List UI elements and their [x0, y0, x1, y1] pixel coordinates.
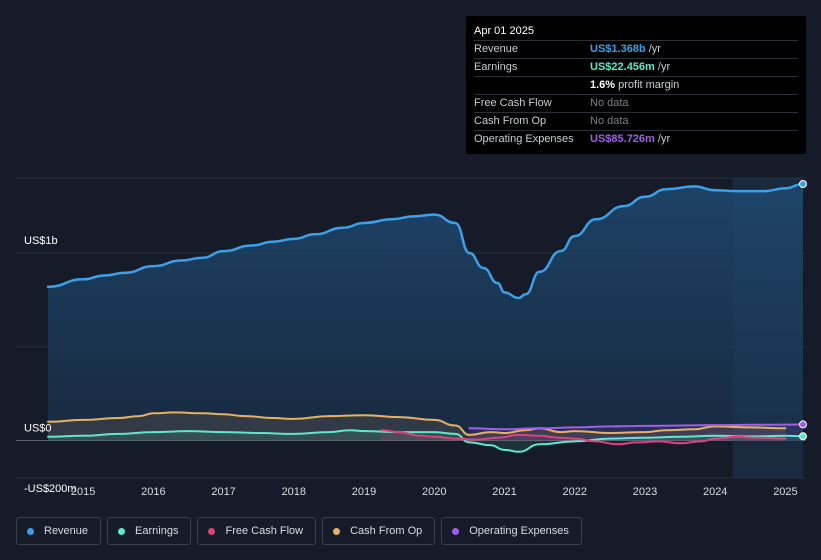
tooltip-row-value: No data [590, 97, 629, 109]
tooltip-row: 1.6% profit margin [474, 76, 798, 94]
legend-label: Revenue [44, 525, 89, 537]
tooltip-row-value: US$85.726m /yr [590, 133, 671, 145]
x-tick-label: 2023 [633, 486, 657, 498]
tooltip-row-value: US$22.456m /yr [590, 61, 671, 73]
y-tick-label: -US$200m [24, 483, 77, 495]
legend-item-cash-from-op[interactable]: Cash From Op [322, 517, 436, 545]
tooltip-row-label: Operating Expenses [474, 133, 574, 145]
x-tick-label: 2022 [563, 486, 587, 498]
x-tick-label: 2017 [211, 486, 235, 498]
legend-dot-icon [118, 527, 126, 535]
legend-item-free-cash-flow[interactable]: Free Cash Flow [197, 517, 317, 545]
x-tick-label: 2018 [282, 486, 306, 498]
legend-item-earnings[interactable]: Earnings [107, 517, 192, 545]
operating-expenses-endpoint[interactable] [799, 420, 807, 429]
data-tooltip: Apr 01 2025 Revenue US$1.368b /yr Earnings… [466, 16, 806, 154]
earnings-endpoint[interactable] [799, 432, 807, 441]
legend-label: Cash From Op [350, 525, 423, 537]
free-cash-flow-area [381, 430, 786, 445]
x-tick-label: 2021 [492, 486, 516, 498]
earnings-area [48, 430, 803, 452]
x-tick-label: 2019 [352, 486, 376, 498]
tooltip-date: Apr 01 2025 [474, 25, 534, 37]
tooltip-row: Revenue US$1.368b /yr [474, 40, 798, 58]
y-axis: US$1b US$0 -US$200m [24, 235, 77, 495]
tooltip-row: Earnings US$22.456m /yr [474, 58, 798, 76]
cash-from-op-line [47, 411, 787, 436]
legend-dot-icon [333, 527, 341, 535]
revenue-line [46, 182, 805, 300]
revenue-endpoint[interactable] [799, 180, 807, 188]
tooltip-row: Free Cash Flow No data [474, 94, 798, 112]
legend-dot-icon [208, 527, 216, 535]
legend-label: Operating Expenses [469, 525, 569, 537]
chart-legend: Revenue Earnings Free Cash Flow Cash From O… [16, 517, 582, 545]
legend-item-revenue[interactable]: Revenue [16, 517, 102, 545]
legend-item-operating-expenses[interactable]: Operating Expenses [441, 517, 582, 545]
tooltip-row-value: US$1.368b /yr [590, 43, 661, 55]
legend-label: Earnings [135, 525, 179, 537]
legend-label: Free Cash Flow [225, 525, 304, 537]
tooltip-row-label: Earnings [474, 61, 518, 73]
tooltip-row-label: Cash From Op [474, 115, 547, 127]
operating-expenses-line [468, 423, 804, 431]
x-tick-label: 2025 [773, 486, 797, 498]
y-tick-label: US$1b [24, 235, 58, 247]
series-areas [48, 184, 803, 452]
tooltip-row-value: No data [590, 115, 629, 127]
x-tick-label: 2016 [141, 486, 165, 498]
series-lines [46, 182, 805, 453]
x-tick-label: 2015 [71, 486, 95, 498]
tooltip-row: Cash From Op No data [474, 112, 798, 130]
tooltip-row-label [474, 77, 590, 94]
tooltip-row: Operating Expenses US$85.726m /yr [474, 130, 798, 148]
series-endpoints [799, 180, 807, 441]
tooltip-row-label: Revenue [474, 43, 519, 55]
tooltip-row-value: 1.6% profit margin [590, 79, 680, 91]
x-tick-label: 2020 [422, 486, 446, 498]
x-tick-label: 2024 [703, 486, 727, 498]
legend-dot-icon [27, 527, 34, 535]
tooltip-rows: Revenue US$1.368b /yr Earnings US$22.456m /… [474, 40, 798, 148]
earnings-line [47, 429, 804, 453]
x-axis: 2015 2016 2017 2018 2019 2020 2021 2022 2023 2024… [71, 486, 798, 498]
legend-dot-icon [452, 527, 460, 535]
tooltip-row-label: Free Cash Flow [474, 97, 552, 109]
free-cash-flow-line [380, 429, 787, 446]
y-tick-label: US$0 [24, 423, 52, 435]
revenue-area [48, 184, 803, 441]
